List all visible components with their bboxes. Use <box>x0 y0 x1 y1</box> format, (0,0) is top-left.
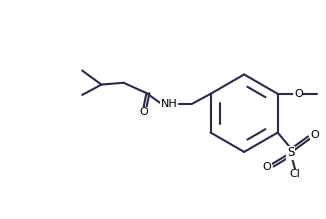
Text: S: S <box>287 146 294 159</box>
Text: O: O <box>139 107 148 117</box>
Text: O: O <box>311 130 319 140</box>
Text: Cl: Cl <box>289 169 301 179</box>
Text: NH: NH <box>161 99 178 109</box>
Text: O: O <box>263 162 271 172</box>
Text: O: O <box>294 89 303 99</box>
